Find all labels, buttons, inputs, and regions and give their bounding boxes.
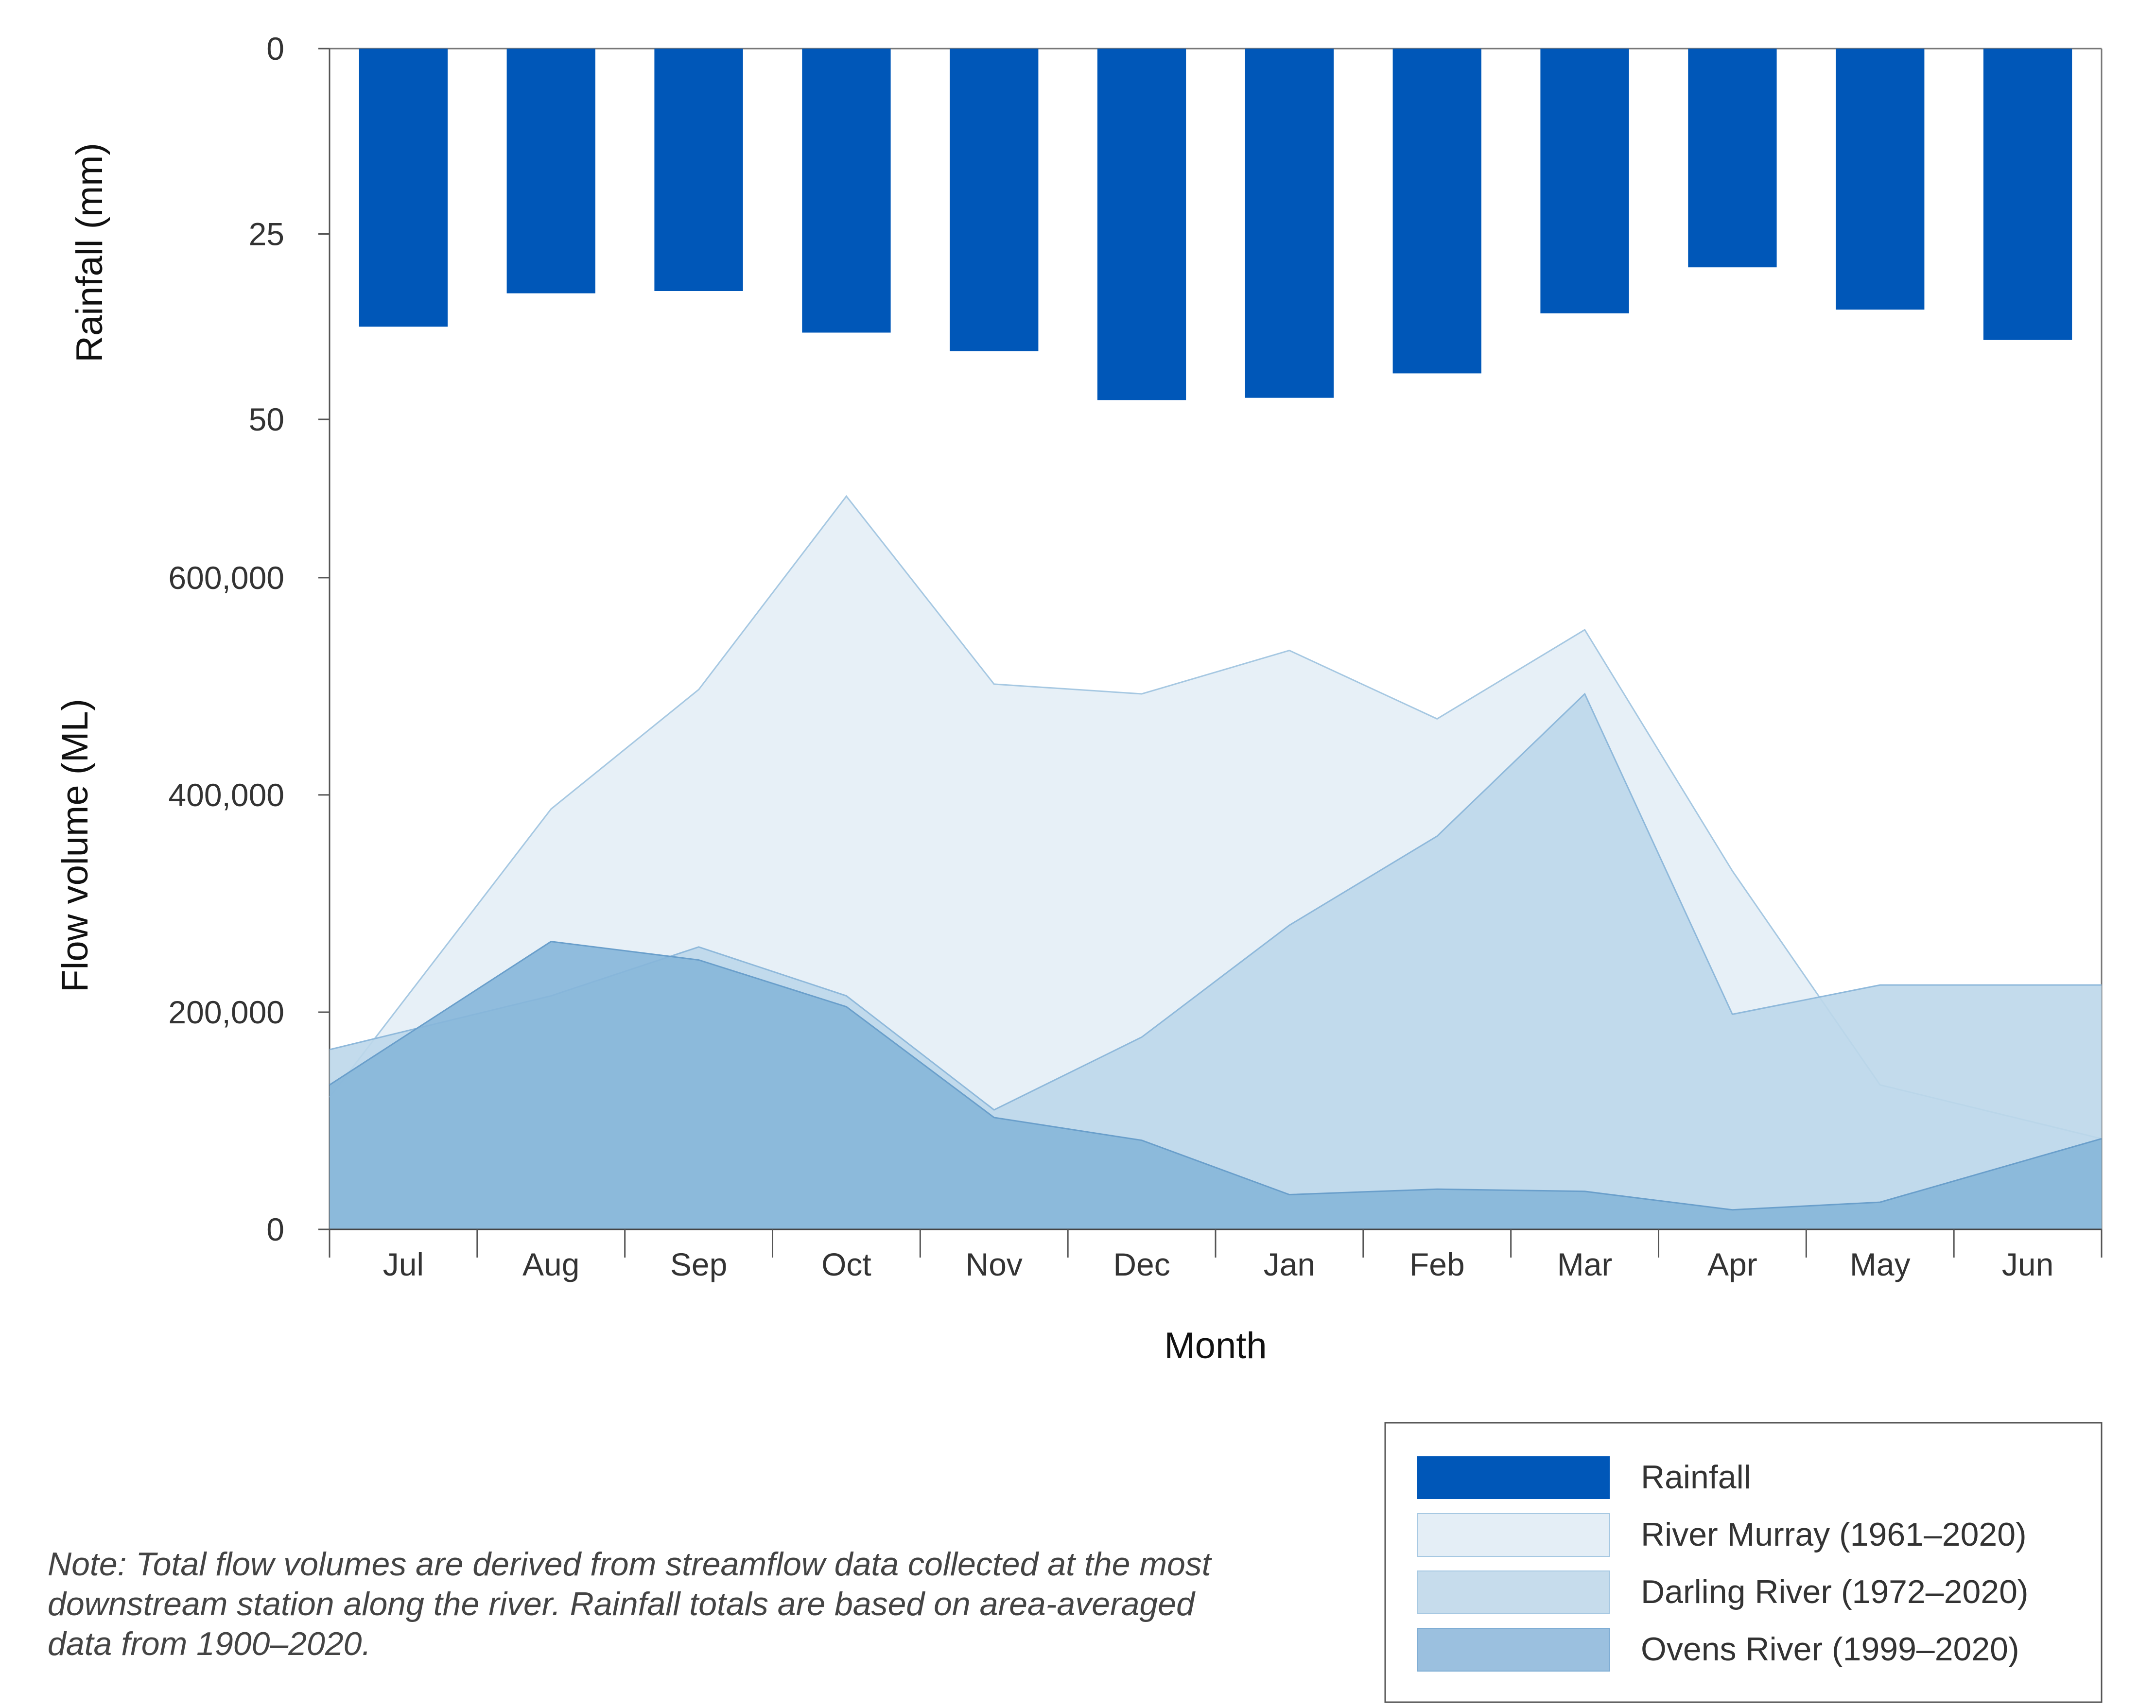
legend-label-ovens: Ovens River (1999–2020) [1641,1631,2019,1668]
flow-tick-label-200000: 200,000 [168,994,284,1030]
legend-swatch-murray [1417,1513,1610,1557]
rainfall-bar-apr [1688,49,1777,268]
y-axis-ticks: 0 25 50 0 200,000 400,000 600,000 [168,31,330,1247]
rainfall-bar-oct [802,49,891,333]
x-tick-label-mar: Mar [1557,1246,1613,1282]
legend-swatch-rainfall [1417,1456,1610,1499]
legend-label-rainfall: Rainfall [1641,1459,1751,1496]
flow-tick-label-0: 0 [266,1211,284,1247]
legend-label-darling: Darling River (1972–2020) [1641,1573,2029,1610]
rainfall-tick-label-50: 50 [249,401,284,437]
rainfall-bar-feb [1392,49,1481,374]
x-tick-label-dec: Dec [1113,1246,1170,1282]
x-tick-label-feb: Feb [1409,1246,1465,1282]
chart-note: Note: Total flow volumes are derived fro… [48,1546,1211,1662]
x-tick-label-oct: Oct [821,1246,871,1282]
rainfall-bar-sep [654,49,743,291]
rainfall-bar-mar [1540,49,1629,313]
flow-tick-label-400000: 400,000 [168,777,284,813]
flow-axis-title: Flow volume (ML) [54,699,96,992]
x-tick-label-sep: Sep [670,1246,727,1282]
line-ovens-river-1999-2020 [329,941,2102,1211]
legend: Rainfall River Murray (1961–2020) Darlin… [1384,1422,2103,1703]
legend-label-murray: River Murray (1961–2020) [1641,1516,2027,1553]
rainfall-bar-jul [359,49,448,327]
rainfall-axis-title: Rainfall (mm) [69,143,110,362]
rainfall-bar-jan [1245,49,1334,398]
rainfall-bars [359,49,2072,400]
x-tick-label-nov: Nov [966,1246,1023,1282]
rainfall-bar-nov [950,49,1039,351]
rainfall-tick-label-25: 25 [249,216,284,252]
rainfall-bar-dec [1097,49,1186,400]
legend-swatch-ovens [1417,1628,1610,1672]
flow-tick-label-600000: 600,000 [168,560,284,596]
rainfall-bar-may [1836,49,1925,310]
x-tick-label-apr: Apr [1707,1246,1757,1282]
rainfall-bar-aug [506,49,595,293]
x-tick-label-jun: Jun [2002,1246,2053,1282]
rainfall-bar-jun [1983,49,2072,340]
rainfall-tick-label-0: 0 [266,31,284,67]
x-tick-label-jan: Jan [1264,1246,1315,1282]
flow-areas [329,495,2102,1230]
legend-swatch-darling [1417,1570,1610,1614]
area-ovens-river-1999-2020 [330,941,2102,1229]
x-tick-label-aug: Aug [522,1246,579,1282]
x-axis-ticks: Jul Aug Sep Oct Nov Dec Jan Feb Mar Apr May Jun [329,1229,2103,1282]
x-axis-title: Month [1164,1325,1267,1366]
x-tick-label-may: May [1850,1246,1911,1282]
x-tick-label-jul: Jul [383,1246,424,1282]
